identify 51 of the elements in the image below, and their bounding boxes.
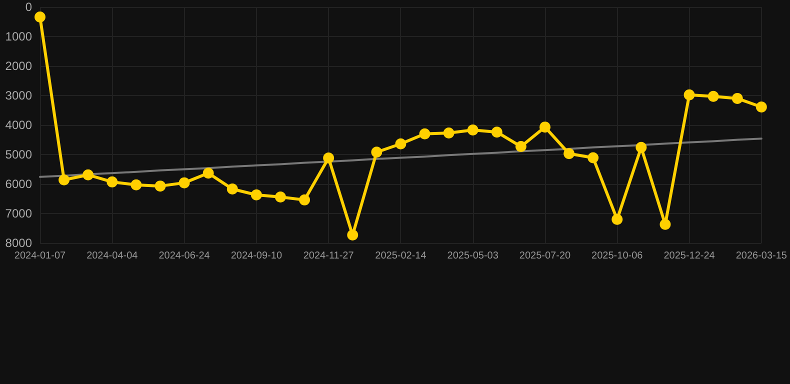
- y-tick-label: 1000: [5, 30, 32, 44]
- y-tick-label: 4000: [5, 118, 32, 132]
- point: [395, 138, 406, 150]
- y-tick-label: 6000: [5, 177, 32, 191]
- x-tick-label: 2024-09-10: [230, 250, 282, 262]
- x-tick-label: 2025-02-14: [375, 250, 427, 262]
- point: [178, 177, 190, 188]
- point: [660, 218, 671, 230]
- point: [347, 230, 358, 241]
- point: [636, 142, 647, 153]
- point: [34, 12, 46, 23]
- x-tick-label: 2026-03-15: [736, 250, 788, 262]
- point: [226, 184, 238, 195]
- point: [82, 169, 94, 180]
- x-tick-label: 2025-05-03: [447, 250, 499, 262]
- point: [708, 90, 719, 102]
- point: [564, 148, 575, 160]
- point: [419, 128, 430, 140]
- point: [756, 102, 767, 112]
- y-tick-label: 7000: [5, 206, 32, 220]
- y-tick-label: 0: [25, 0, 32, 14]
- point: [130, 179, 142, 190]
- point: [588, 152, 599, 164]
- point: [371, 146, 382, 158]
- x-tick-label: 2025-12-24: [664, 250, 716, 262]
- y-tick-label: 8000: [5, 236, 32, 250]
- point: [491, 126, 502, 138]
- x-tick-label: 2025-10-06: [592, 250, 644, 262]
- x-tick-label: 2024-01-07: [14, 250, 66, 262]
- point: [274, 191, 286, 202]
- point: [323, 152, 334, 164]
- point: [515, 141, 526, 152]
- point: [299, 194, 310, 206]
- x-tick-label: 2024-04-04: [86, 250, 138, 262]
- point: [732, 92, 743, 104]
- point: [612, 214, 623, 225]
- point: [443, 127, 454, 138]
- y-tick-label: 5000: [5, 148, 32, 162]
- x-tick-label: 2024-11-27: [303, 250, 354, 262]
- point: [154, 180, 166, 192]
- x-tick-label: 2025-07-20: [519, 250, 572, 262]
- point: [684, 89, 695, 100]
- point: [250, 189, 262, 200]
- point: [467, 124, 478, 136]
- x-tick-label: 2024-06-24: [158, 250, 210, 262]
- point: [540, 122, 550, 133]
- point: [58, 174, 70, 186]
- y-tick-label: 3000: [5, 88, 32, 102]
- point: [106, 176, 118, 188]
- point: [202, 168, 214, 179]
- y-tick-label: 2000: [5, 59, 32, 73]
